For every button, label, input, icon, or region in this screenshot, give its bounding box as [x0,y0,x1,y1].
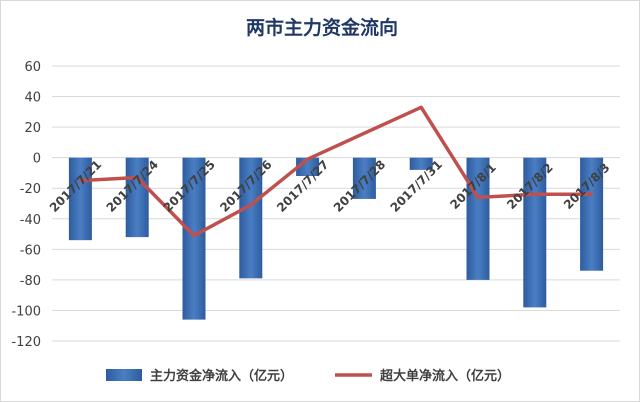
line-point [249,203,253,207]
legend-line-label: 超大单净流入（亿元） [380,368,510,384]
bar [68,157,92,241]
bar [239,157,263,279]
y-axis-ticks: 60 40 20 0 -20 -40 -60 -80 -100 -120 [11,60,41,350]
line-path [80,105,592,238]
y-tick-label: -80 [20,274,41,289]
bar [580,157,604,271]
line-series [78,105,594,238]
legend: 主力资金净流入（亿元） 超大单净流入（亿元） [106,368,510,384]
y-tick-label: 20 [24,121,41,136]
bar [352,157,376,199]
line-point [590,192,594,196]
y-tick-label: -60 [20,243,41,258]
line-point [419,105,423,109]
y-tick-label: 60 [24,60,41,75]
line-point [476,195,480,199]
line-point [135,176,139,180]
line-point [362,131,366,135]
legend-bar-label: 主力资金净流入（亿元） [150,368,293,384]
bar [182,157,206,320]
y-tick-label: -100 [11,304,41,319]
line-point [306,157,310,161]
y-tick-label: -120 [11,335,41,350]
bar [409,157,433,170]
chart-title: 两市主力资金流向 [246,16,398,39]
line-point [533,192,537,196]
y-tick-label: -20 [20,182,41,197]
y-tick-label: 40 [24,91,41,106]
legend-bar-swatch [106,369,142,381]
line-point [78,179,82,183]
y-tick-label: 0 [33,152,41,167]
y-tick-label: -40 [20,213,41,228]
line-point [192,234,196,238]
